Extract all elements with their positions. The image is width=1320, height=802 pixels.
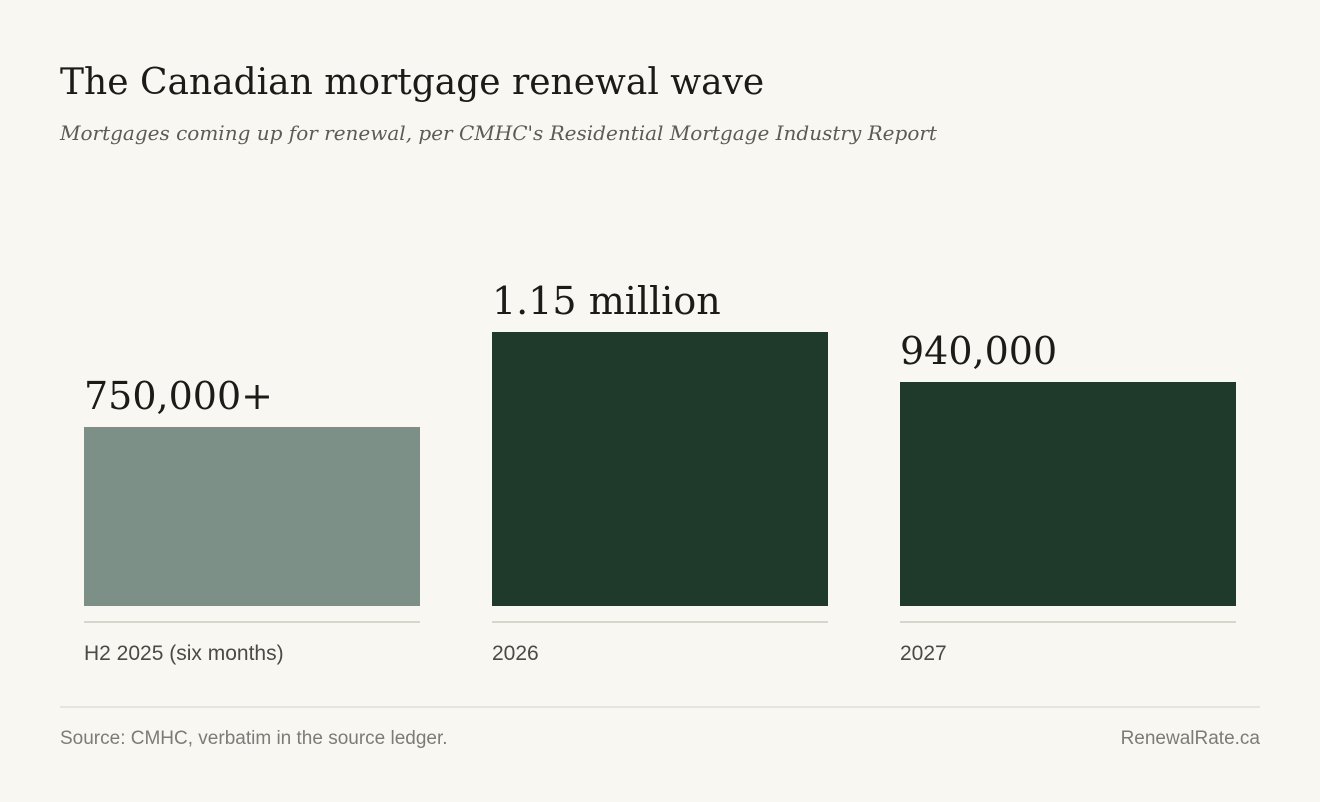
bar-baseline-3 — [900, 621, 1236, 623]
category-label-3: 2027 — [900, 642, 947, 665]
value-label-2: 1.15 million — [492, 279, 721, 323]
source-note: Source: CMHC, verbatim in the source led… — [60, 728, 448, 749]
bar-1 — [84, 427, 420, 606]
bar-baseline-1 — [84, 621, 420, 623]
bar-3 — [900, 382, 1236, 606]
bar-baseline-2 — [492, 621, 828, 623]
brand-link[interactable]: RenewalRate.ca — [1120, 728, 1260, 749]
value-label-3: 940,000 — [900, 329, 1057, 373]
footer-divider — [60, 706, 1260, 708]
category-label-2: 2026 — [492, 642, 539, 665]
bar-2 — [492, 332, 828, 606]
value-label-1: 750,000+ — [84, 374, 273, 418]
chart-title: The Canadian mortgage renewal wave — [60, 62, 765, 103]
chart-subtitle: Mortgages coming up for renewal, per CMH… — [60, 121, 937, 145]
category-label-1: H2 2025 (six months) — [84, 642, 284, 665]
